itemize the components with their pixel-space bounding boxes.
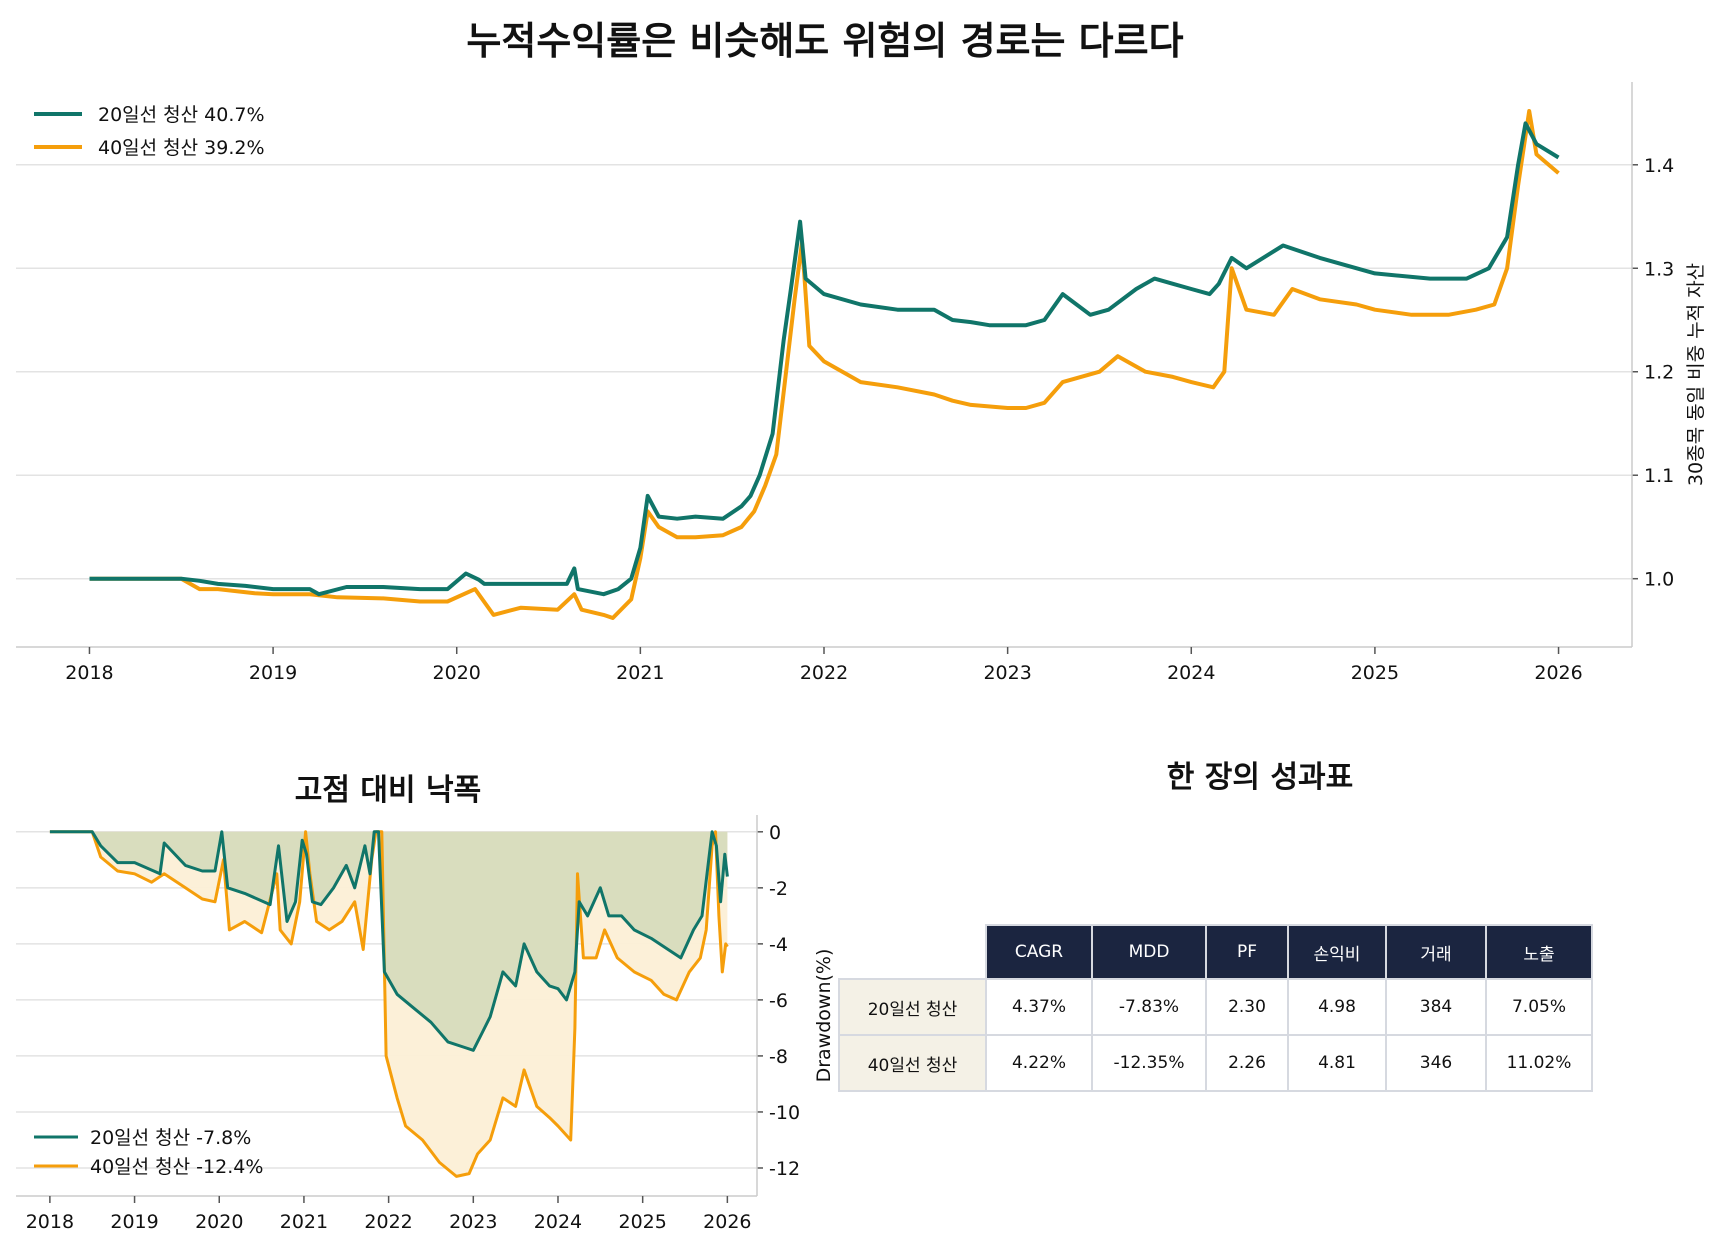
performance-table: CAGR MDD PF 손익비 거래 노출 20일선 청산 4.37% -7.8… — [838, 924, 1593, 1092]
drawdown-y-tick-label: 0 — [769, 822, 781, 844]
table-cell: 4.81 — [1287, 1034, 1387, 1092]
drawdown-chart: 고점 대비 낙폭 0 -2 -4 -6 -8 -10 -12 2018 2019 2020 2021… — [16, 773, 835, 1233]
main-legend-label: 40일선 청산 39.2% — [98, 137, 265, 159]
table-cell: 7.05% — [1485, 978, 1593, 1036]
performance-table-title: 한 장의 성과표 — [1166, 760, 1354, 795]
main-x-tick-label: 2023 — [983, 662, 1031, 684]
main-y-tick-label: 1.2 — [1644, 362, 1674, 384]
table-cell: 4.98 — [1287, 978, 1387, 1036]
table-header-trades: 거래 — [1385, 924, 1487, 980]
main-x-tick-label: 2024 — [1167, 662, 1215, 684]
drawdown-y-tick-label: -12 — [769, 1158, 800, 1180]
main-series-lines — [89, 109, 1560, 620]
table-row-label: 40일선 청산 — [838, 1034, 987, 1092]
main-legend-label: 20일선 청산 40.7% — [98, 104, 265, 126]
drawdown-y-tick-label: -8 — [769, 1046, 788, 1068]
main-axes: 1.0 1.1 1.2 1.3 1.4 2018 2019 2020 2021 2022 2023 2… — [16, 82, 1707, 684]
main-x-tick-label: 2019 — [249, 662, 297, 684]
drawdown-y-tick-label: -2 — [769, 878, 788, 900]
main-y-tick-label: 1.4 — [1644, 155, 1674, 177]
drawdown-legend: 20일선 청산 -7.8% 40일선 청산 -12.4% — [34, 1127, 263, 1178]
table-row-label: 20일선 청산 — [838, 978, 987, 1036]
main-x-tick-label: 2022 — [800, 662, 848, 684]
drawdown-x-tick-label: 2025 — [618, 1211, 666, 1233]
table-row: 20일선 청산 4.37% -7.83% 2.30 4.98 384 7.05% — [838, 978, 1593, 1036]
table-cell: -7.83% — [1091, 978, 1207, 1036]
table-cell: 2.26 — [1205, 1034, 1289, 1092]
table-row: 40일선 청산 4.22% -12.35% 2.26 4.81 346 11.0… — [838, 1034, 1593, 1092]
main-legend: 20일선 청산 40.7% 40일선 청산 39.2% — [34, 104, 265, 159]
drawdown-title: 고점 대비 낙폭 — [295, 773, 482, 808]
drawdown-legend-label: 20일선 청산 -7.8% — [90, 1127, 251, 1149]
main-y-tick-label: 1.0 — [1644, 569, 1674, 591]
drawdown-y-tick-label: -10 — [769, 1102, 800, 1124]
table-cell: 4.22% — [985, 1034, 1093, 1092]
table-cell: 4.37% — [985, 978, 1093, 1036]
main-title: 누적수익률은 비슷해도 위험의 경로는 다르다 — [466, 19, 1184, 63]
drawdown-fills — [49, 831, 728, 1177]
drawdown-lines — [49, 830, 729, 1178]
main-series-line-40 — [89, 109, 1560, 620]
main-grid — [16, 164, 1632, 580]
table-cell: 11.02% — [1485, 1034, 1593, 1092]
drawdown-y-axis-label: Drawdown(%) — [813, 949, 835, 1083]
main-x-tick-label: 2026 — [1534, 662, 1582, 684]
drawdown-legend-label: 40일선 청산 -12.4% — [90, 1156, 263, 1178]
drawdown-x-tick-label: 2024 — [534, 1211, 582, 1233]
table-cell: -12.35% — [1091, 1034, 1207, 1092]
drawdown-y-tick-label: -4 — [769, 934, 788, 956]
table-corner — [839, 925, 986, 979]
drawdown-x-tick-label: 2018 — [26, 1211, 74, 1233]
table-cell: 2.30 — [1205, 978, 1289, 1036]
drawdown-x-tick-label: 2026 — [703, 1211, 751, 1233]
main-y-tick-label: 1.1 — [1644, 465, 1674, 487]
drawdown-line-20 — [49, 830, 729, 1052]
drawdown-x-tick-label: 2021 — [280, 1211, 328, 1233]
main-x-tick-label: 2020 — [433, 662, 481, 684]
main-x-tick-label: 2025 — [1351, 662, 1399, 684]
drawdown-x-tick-label: 2023 — [449, 1211, 497, 1233]
table-header-pf: PF — [1205, 924, 1289, 980]
table-cell: 346 — [1385, 1034, 1487, 1092]
main-x-tick-label: 2021 — [616, 662, 664, 684]
drawdown-x-tick-label: 2020 — [195, 1211, 243, 1233]
drawdown-line-40 — [49, 830, 729, 1178]
table-header-mdd: MDD — [1091, 924, 1207, 980]
drawdown-y-tick-label: -6 — [769, 990, 788, 1012]
cumulative-return-chart: 1.0 1.1 1.2 1.3 1.4 2018 2019 2020 2021 2022 2023 2… — [16, 82, 1707, 684]
main-x-tick-label: 2018 — [65, 662, 113, 684]
main-y-axis-label: 30종목 동일 비중 누적 자산 — [1685, 263, 1707, 486]
drawdown-x-tick-label: 2019 — [110, 1211, 158, 1233]
drawdown-fill-20 — [49, 831, 728, 1051]
table-header-row: CAGR MDD PF 손익비 거래 노출 — [839, 924, 1593, 980]
table-cell: 384 — [1385, 978, 1487, 1036]
table-header-exposure: 노출 — [1485, 924, 1593, 980]
main-series-line-20 — [89, 121, 1560, 597]
table-header-cagr: CAGR — [985, 924, 1093, 980]
main-y-tick-label: 1.3 — [1644, 258, 1674, 280]
table-header-pl-ratio: 손익비 — [1287, 924, 1387, 980]
drawdown-axes: 0 -2 -4 -6 -8 -10 -12 2018 2019 2020 2021 2022 2023 2… — [16, 815, 835, 1233]
drawdown-x-tick-label: 2022 — [364, 1211, 412, 1233]
